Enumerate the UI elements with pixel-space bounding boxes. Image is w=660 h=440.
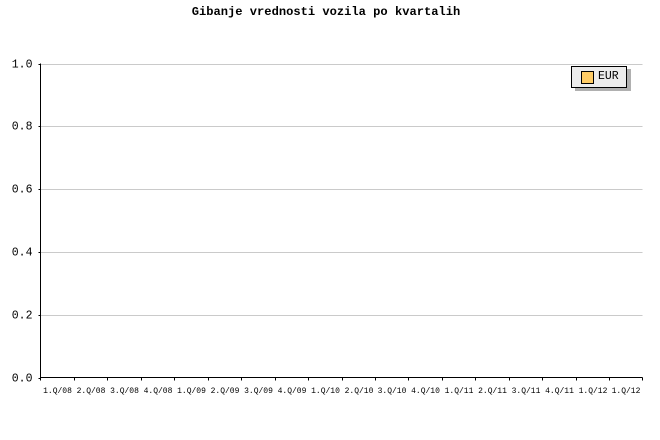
svg-text:4.Q/08: 4.Q/08 xyxy=(144,387,173,396)
svg-text:1.Q/08: 1.Q/08 xyxy=(43,387,72,396)
svg-text:0.6: 0.6 xyxy=(12,184,33,197)
svg-text:1.Q/09: 1.Q/09 xyxy=(177,387,206,396)
svg-text:0.2: 0.2 xyxy=(12,310,33,323)
svg-text:4.Q/11: 4.Q/11 xyxy=(545,387,574,396)
svg-text:0.8: 0.8 xyxy=(12,121,33,134)
svg-text:2.Q/10: 2.Q/10 xyxy=(345,387,374,396)
svg-text:1.Q/12: 1.Q/12 xyxy=(579,387,608,396)
svg-text:3.Q/08: 3.Q/08 xyxy=(110,387,139,396)
svg-text:0.0: 0.0 xyxy=(12,373,33,386)
svg-text:2.Q/11: 2.Q/11 xyxy=(478,387,507,396)
svg-text:0.4: 0.4 xyxy=(12,247,33,260)
svg-text:3.Q/11: 3.Q/11 xyxy=(512,387,541,396)
svg-text:4.Q/09: 4.Q/09 xyxy=(278,387,307,396)
svg-text:1.Q/12: 1.Q/12 xyxy=(612,387,641,396)
svg-text:1.Q/11: 1.Q/11 xyxy=(445,387,474,396)
svg-text:2.Q/09: 2.Q/09 xyxy=(211,387,240,396)
svg-text:1.0: 1.0 xyxy=(12,59,33,72)
svg-text:2.Q/08: 2.Q/08 xyxy=(77,387,106,396)
svg-text:3.Q/09: 3.Q/09 xyxy=(244,387,273,396)
svg-text:4.Q/10: 4.Q/10 xyxy=(411,387,440,396)
svg-text:3.Q/10: 3.Q/10 xyxy=(378,387,407,396)
svg-text:1.Q/10: 1.Q/10 xyxy=(311,387,340,396)
